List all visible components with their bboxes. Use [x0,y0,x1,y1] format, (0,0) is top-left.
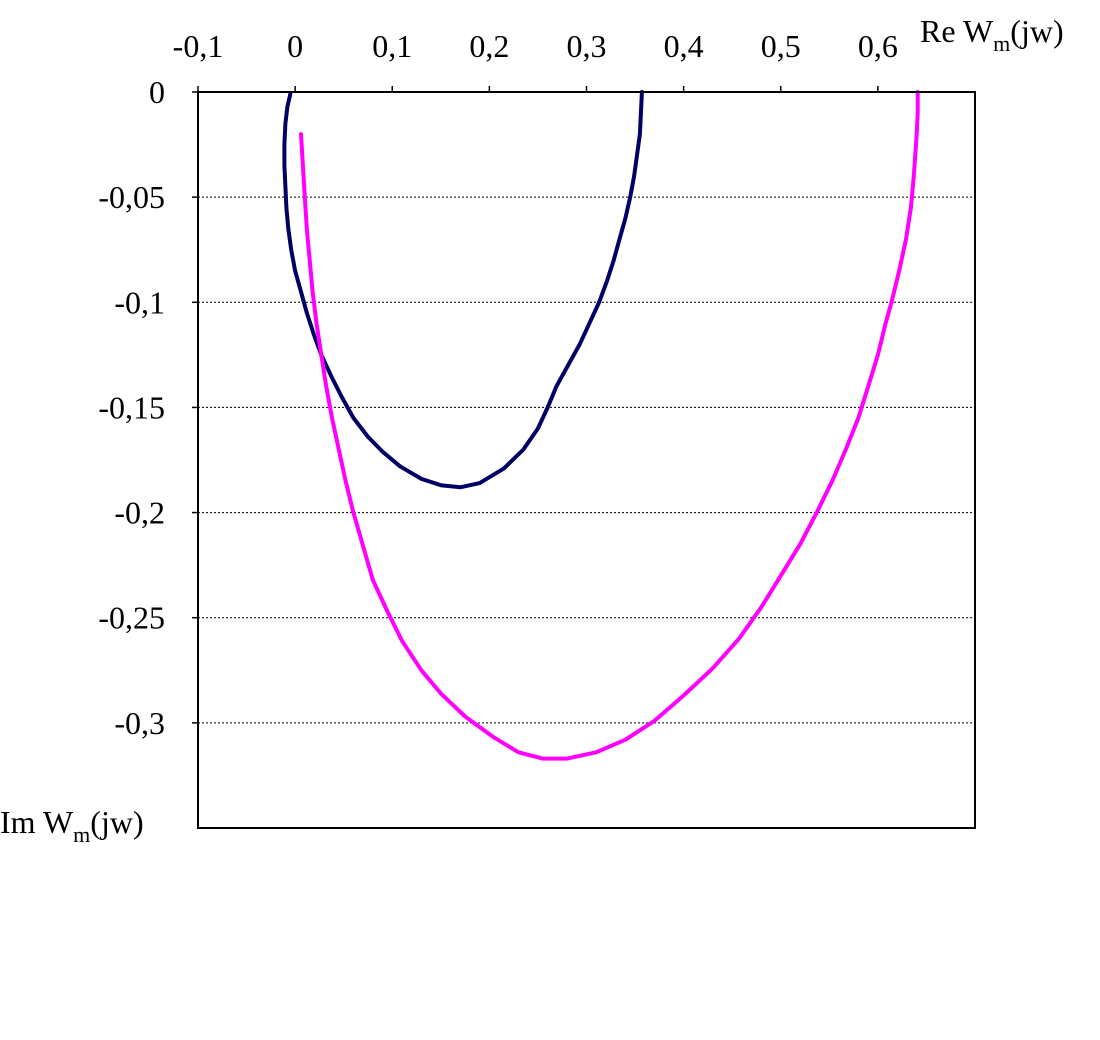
y-axis-label: Im Wm(jw) [0,804,144,847]
y-tick-label: -0,3 [114,705,165,741]
series-line-2 [299,90,920,761]
x-tick-label: 0,2 [469,28,509,64]
y-tick-label: 0 [149,74,165,110]
x-axis-ticks: -0,1 0 0,1 0,2 0,3 0,4 0,5 0,6 [173,28,898,92]
x-tick-label: 0,3 [567,28,607,64]
x-axis-label-suffix: (jw) [1010,13,1063,49]
x-tick-label: -0,1 [173,28,224,64]
x-tick-label: 0 [287,28,303,64]
y-tick-label: -0,25 [98,600,165,636]
x-axis-label-subscript: m [993,31,1010,56]
y-axis-ticks: 0 -0,05 -0,1 -0,15 -0,2 -0,25 -0,3 [98,74,198,741]
y-tick-label: -0,05 [98,179,165,215]
gridlines [198,196,975,724]
y-axis-label-subscript: m [73,822,90,847]
x-tick-label: 0,4 [664,28,704,64]
y-axis-label-suffix: (jw) [90,804,143,840]
y-tick-label: -0,2 [114,495,165,531]
x-tick-label: 0,6 [858,28,898,64]
x-tick-label: 0,5 [761,28,801,64]
x-axis-label: Re Wm(jw) [920,13,1064,56]
y-axis-label-prefix: Im W [0,804,74,840]
series-line-1 [282,90,644,490]
y-tick-label: -0,1 [114,284,165,320]
y-tick-label: -0,15 [98,389,165,425]
x-tick-label: 0,1 [372,28,412,64]
x-axis-label-prefix: Re W [920,13,994,49]
plot-area-frame [197,91,976,829]
series-layer [282,90,920,761]
